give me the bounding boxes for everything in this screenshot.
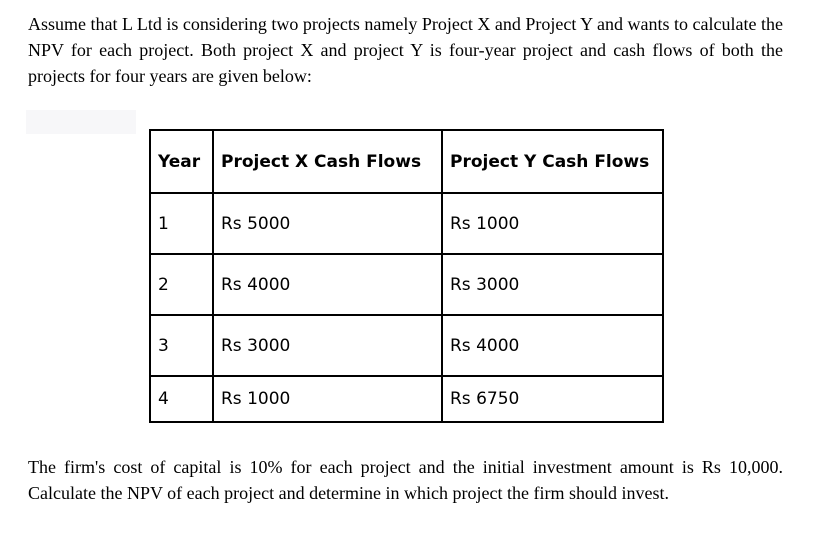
closing-paragraph: The firm's cost of capital is 10% for ea… xyxy=(28,457,783,503)
project-x-cell: Rs 3000 xyxy=(212,314,443,377)
table-header-row: Year Project X Cash Flows Project Y Cash… xyxy=(149,129,664,194)
table-row: 3 Rs 3000 Rs 4000 xyxy=(149,314,664,377)
year-cell: 1 xyxy=(149,192,214,255)
intro-paragraph: Assume that L Ltd is considering two pro… xyxy=(28,14,783,86)
table-row: 4 Rs 1000 Rs 6750 xyxy=(149,375,664,423)
table-row: 2 Rs 4000 Rs 3000 xyxy=(149,253,664,316)
project-y-cell: Rs 1000 xyxy=(441,192,664,255)
header-year: Year xyxy=(149,129,214,194)
header-project-x: Project X Cash Flows xyxy=(212,129,443,194)
project-y-cell: Rs 4000 xyxy=(441,314,664,377)
project-x-cell: Rs 5000 xyxy=(212,192,443,255)
header-project-y: Project Y Cash Flows xyxy=(441,129,664,194)
cash-flow-table: Year Project X Cash Flows Project Y Cash… xyxy=(149,129,664,423)
year-cell: 3 xyxy=(149,314,214,377)
faint-highlight xyxy=(26,110,136,134)
project-x-cell: Rs 4000 xyxy=(212,253,443,316)
project-x-cell: Rs 1000 xyxy=(212,375,443,423)
project-y-cell: Rs 6750 xyxy=(441,375,664,423)
year-cell: 4 xyxy=(149,375,214,423)
table-row: 1 Rs 5000 Rs 1000 xyxy=(149,192,664,255)
year-cell: 2 xyxy=(149,253,214,316)
project-y-cell: Rs 3000 xyxy=(441,253,664,316)
